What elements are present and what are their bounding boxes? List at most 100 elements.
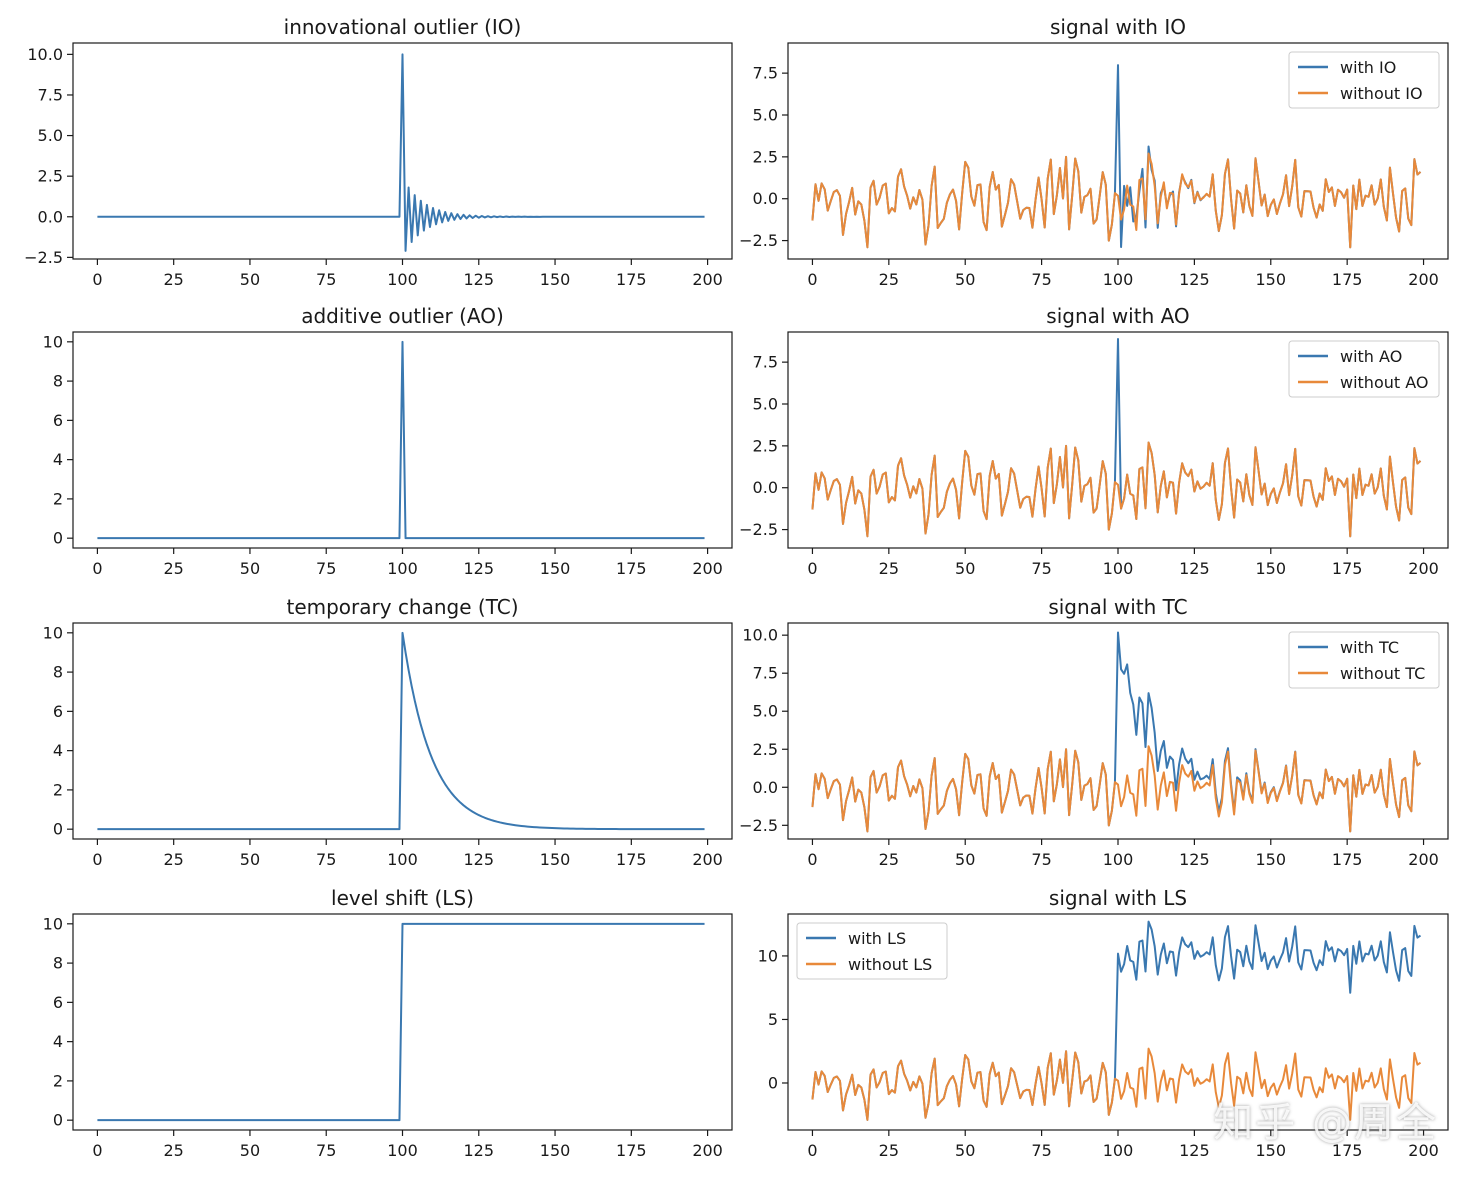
x-tick-label: 0 bbox=[92, 850, 102, 869]
series-line-values bbox=[97, 922, 705, 1122]
x-tick-label: 200 bbox=[1408, 1141, 1439, 1160]
y-tick-label: 4 bbox=[53, 1032, 63, 1051]
x-tick-label: 75 bbox=[316, 559, 336, 578]
subplot-title: additive outlier (AO) bbox=[301, 304, 504, 328]
y-tick-label: −2.5 bbox=[24, 248, 63, 267]
subplot-6: signal with TC 0 25 50 75 100 125 150 175 200 −2.5… bbox=[739, 595, 1449, 869]
y-tick-label: 10 bbox=[43, 623, 63, 642]
subplot-title: signal with TC bbox=[1048, 595, 1187, 619]
x-tick-label: 175 bbox=[1332, 559, 1363, 578]
y-tick-label: 10 bbox=[43, 914, 63, 933]
x-tick-label: 50 bbox=[240, 1141, 260, 1160]
x-tick-label: 50 bbox=[955, 1141, 975, 1160]
x-tick-label: 0 bbox=[807, 850, 817, 869]
subplot-title: temporary change (TC) bbox=[286, 595, 518, 619]
y-tick-label: 7.5 bbox=[753, 64, 778, 83]
series-line-without-tc bbox=[811, 745, 1422, 833]
y-tick-label: 10.0 bbox=[742, 626, 778, 645]
y-tick-label: 8 bbox=[53, 372, 63, 391]
legend: with LS without LS bbox=[796, 922, 948, 980]
x-tick-label: 50 bbox=[240, 559, 260, 578]
legend: with AO without AO bbox=[1288, 340, 1440, 398]
x-tick-label: 25 bbox=[879, 559, 899, 578]
legend: with TC without TC bbox=[1288, 631, 1440, 689]
y-tick-label: 6 bbox=[53, 702, 63, 721]
y-tick-label: 5 bbox=[768, 1010, 778, 1029]
subplot-4: signal with AO 0 25 50 75 100 125 150 175 200 −2.5… bbox=[739, 304, 1449, 578]
x-tick-label: 125 bbox=[463, 559, 494, 578]
x-tick-label: 25 bbox=[164, 559, 184, 578]
subplot-8: signal with LS 0 25 50 75 100 125 150 175 200 0 5 10… bbox=[758, 886, 1449, 1160]
y-tick-label: 2 bbox=[53, 489, 63, 508]
x-tick-label: 100 bbox=[1103, 850, 1134, 869]
series-line-values bbox=[97, 53, 705, 252]
x-tick-label: 175 bbox=[616, 850, 647, 869]
x-tick-label: 150 bbox=[1256, 1141, 1287, 1160]
x-tick-label: 25 bbox=[879, 850, 899, 869]
y-tick-label: 0 bbox=[53, 529, 63, 548]
subplot-title: signal with IO bbox=[1050, 15, 1186, 39]
y-tick-label: 10 bbox=[758, 946, 778, 965]
x-tick-label: 25 bbox=[164, 850, 184, 869]
x-tick-label: 175 bbox=[1332, 850, 1363, 869]
x-tick-label: 125 bbox=[463, 1141, 494, 1160]
y-tick-label: 7.5 bbox=[753, 664, 778, 683]
x-tick-label: 200 bbox=[692, 850, 723, 869]
y-tick-label: 0 bbox=[53, 1111, 63, 1130]
series-line-values bbox=[97, 631, 705, 831]
x-tick-label: 75 bbox=[316, 850, 336, 869]
x-tick-label: 125 bbox=[463, 270, 494, 289]
x-tick-label: 75 bbox=[316, 270, 336, 289]
y-tick-label: 0.0 bbox=[753, 189, 778, 208]
x-tick-label: 150 bbox=[540, 1141, 571, 1160]
y-tick-label: 4 bbox=[53, 741, 63, 760]
series-line-values bbox=[97, 340, 705, 540]
x-tick-label: 150 bbox=[540, 270, 571, 289]
legend-label: with IO bbox=[1340, 58, 1396, 77]
x-tick-label: 25 bbox=[879, 270, 899, 289]
x-tick-label: 50 bbox=[240, 270, 260, 289]
legend-label: with TC bbox=[1340, 638, 1399, 657]
y-tick-label: 10 bbox=[43, 332, 63, 351]
x-tick-label: 75 bbox=[1031, 850, 1051, 869]
x-tick-label: 150 bbox=[1256, 559, 1287, 578]
y-tick-label: 10.0 bbox=[27, 45, 63, 64]
y-tick-label: 8 bbox=[53, 954, 63, 973]
y-tick-label: 7.5 bbox=[38, 85, 63, 104]
x-tick-label: 175 bbox=[616, 559, 647, 578]
subplot-title: level shift (LS) bbox=[331, 886, 474, 910]
y-tick-label: 0.0 bbox=[38, 207, 63, 226]
x-tick-label: 125 bbox=[463, 850, 494, 869]
x-tick-label: 150 bbox=[540, 559, 571, 578]
x-tick-label: 125 bbox=[1179, 850, 1210, 869]
x-tick-label: 125 bbox=[1179, 1141, 1210, 1160]
x-tick-label: 0 bbox=[92, 559, 102, 578]
legend-label: without TC bbox=[1340, 664, 1425, 683]
x-tick-label: 100 bbox=[387, 850, 418, 869]
x-tick-label: 50 bbox=[955, 270, 975, 289]
x-tick-label: 200 bbox=[692, 270, 723, 289]
legend-label: without AO bbox=[1340, 373, 1429, 392]
y-tick-label: 7.5 bbox=[753, 353, 778, 372]
x-tick-label: 200 bbox=[1408, 270, 1439, 289]
x-tick-label: 50 bbox=[240, 850, 260, 869]
x-tick-label: 150 bbox=[1256, 850, 1287, 869]
y-tick-label: 6 bbox=[53, 411, 63, 430]
x-tick-label: 0 bbox=[807, 270, 817, 289]
x-tick-label: 50 bbox=[955, 559, 975, 578]
subplot-3: additive outlier (AO)0 25 50 75 100 125 150 175… bbox=[43, 304, 733, 578]
x-tick-label: 0 bbox=[92, 1141, 102, 1160]
subplot-title: innovational outlier (IO) bbox=[284, 15, 522, 39]
y-tick-label: 2.5 bbox=[753, 740, 778, 759]
y-tick-label: 5.0 bbox=[753, 702, 778, 721]
legend-label: with LS bbox=[848, 929, 906, 948]
x-tick-label: 200 bbox=[1408, 850, 1439, 869]
x-tick-label: 100 bbox=[387, 270, 418, 289]
legend-label: without IO bbox=[1340, 84, 1423, 103]
x-tick-label: 75 bbox=[1031, 270, 1051, 289]
x-tick-label: 200 bbox=[1408, 559, 1439, 578]
x-tick-label: 150 bbox=[540, 850, 571, 869]
x-tick-label: 100 bbox=[1103, 559, 1134, 578]
x-tick-label: 150 bbox=[1256, 270, 1287, 289]
subplot-title: signal with LS bbox=[1049, 886, 1187, 910]
